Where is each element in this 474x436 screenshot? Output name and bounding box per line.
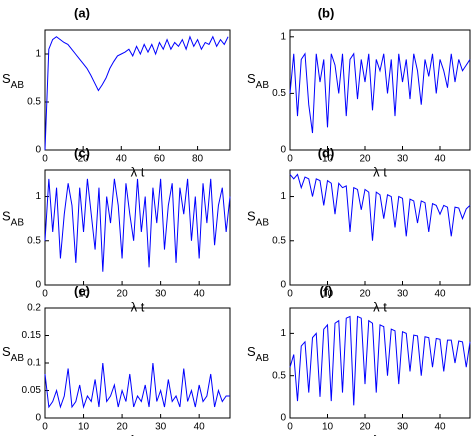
x-tick-label: 0 bbox=[287, 289, 293, 300]
x-axis-label: λ t bbox=[373, 164, 387, 179]
x-tick-label: 10 bbox=[78, 289, 90, 300]
panel: 0 10 20 30 40 0 0.5 1 (f) λ t SAB bbox=[247, 283, 471, 436]
x-tick-label: 0 bbox=[42, 422, 48, 433]
y-tick-label: 0 bbox=[35, 145, 41, 156]
y-axis-label: SAB bbox=[2, 71, 24, 90]
y-tick-label: 0.15 bbox=[22, 330, 42, 341]
y-axis-label: SAB bbox=[247, 209, 269, 228]
x-tick-label: 20 bbox=[78, 154, 90, 165]
x-tick-label: 30 bbox=[397, 422, 409, 433]
y-axis-label-sub: AB bbox=[11, 353, 25, 364]
y-tick-label: 0.05 bbox=[22, 385, 42, 396]
x-tick-label: 20 bbox=[359, 422, 371, 433]
y-axis-label-sub: AB bbox=[11, 80, 25, 91]
axes-frame bbox=[44, 307, 231, 419]
y-tick-label: 0.5 bbox=[27, 97, 41, 108]
y-tick-label: 1 bbox=[280, 31, 286, 42]
y-axis-label-sub: AB bbox=[256, 353, 270, 364]
x-tick-label: 40 bbox=[116, 154, 128, 165]
x-tick-label: 10 bbox=[322, 422, 334, 433]
x-tick-label: 30 bbox=[155, 289, 167, 300]
y-axis-label-main: S bbox=[2, 71, 11, 86]
axes-frame bbox=[289, 307, 471, 419]
x-tick-label: 10 bbox=[78, 422, 90, 433]
panel-title: (d) bbox=[318, 145, 335, 160]
x-tick-label: 10 bbox=[322, 154, 334, 165]
axes-frame bbox=[44, 169, 231, 286]
x-axis-label: λ t bbox=[373, 432, 387, 436]
y-tick-label: 0 bbox=[35, 413, 41, 424]
y-tick-label: 0.5 bbox=[272, 370, 286, 381]
x-tick-label: 40 bbox=[194, 422, 206, 433]
x-axis-label: λ t bbox=[131, 432, 145, 436]
x-tick-label: 30 bbox=[155, 422, 167, 433]
y-axis-label: SAB bbox=[247, 71, 269, 90]
x-tick-label: 80 bbox=[192, 154, 204, 165]
panel-title: (a) bbox=[74, 5, 90, 20]
panel-title: (f) bbox=[320, 283, 333, 298]
series-line bbox=[289, 52, 471, 134]
x-tick-label: 10 bbox=[322, 289, 334, 300]
y-tick-label: 1 bbox=[35, 191, 41, 202]
y-tick-label: 0 bbox=[280, 413, 286, 424]
x-tick-label: 0 bbox=[287, 154, 293, 165]
y-tick-label: 1 bbox=[280, 328, 286, 339]
y-tick-label: 0 bbox=[280, 280, 286, 291]
x-tick-label: 20 bbox=[117, 289, 129, 300]
y-axis-label-sub: AB bbox=[256, 80, 270, 91]
y-tick-label: 0.1 bbox=[27, 358, 41, 369]
x-tick-label: 30 bbox=[397, 289, 409, 300]
x-tick-label: 40 bbox=[194, 289, 206, 300]
panel: 0 10 20 30 40 0 0.5 1 (b) λ t SAB bbox=[247, 5, 471, 179]
y-axis-label-main: S bbox=[247, 71, 256, 86]
x-tick-label: 40 bbox=[434, 422, 446, 433]
y-axis-label-main: S bbox=[247, 209, 256, 224]
y-axis-label: SAB bbox=[247, 344, 269, 363]
x-tick-label: 20 bbox=[359, 289, 371, 300]
panel-title: (b) bbox=[318, 5, 335, 20]
series-line bbox=[289, 173, 471, 241]
x-axis-label: λ t bbox=[131, 299, 145, 314]
y-axis-label: SAB bbox=[2, 344, 24, 363]
panel-title: (c) bbox=[74, 145, 90, 160]
x-tick-label: 0 bbox=[287, 422, 293, 433]
x-tick-label: 40 bbox=[434, 154, 446, 165]
panel: 0 10 20 30 40 0 0.5 1 (c) λ t SAB bbox=[2, 145, 231, 314]
x-tick-label: 20 bbox=[117, 422, 129, 433]
y-axis-label: SAB bbox=[2, 209, 24, 228]
y-axis-label-main: S bbox=[247, 344, 256, 359]
panel: 0 10 20 30 40 0 0.05 0.1 0.15 0.2 (e) λ t SAB bbox=[2, 283, 231, 436]
series-line bbox=[289, 315, 471, 406]
x-tick-label: 0 bbox=[42, 289, 48, 300]
x-tick-label: 60 bbox=[154, 154, 166, 165]
y-axis-label-main: S bbox=[2, 209, 11, 224]
x-tick-label: 30 bbox=[397, 154, 409, 165]
x-tick-label: 40 bbox=[434, 289, 446, 300]
axes-frame bbox=[44, 29, 231, 151]
y-tick-label: 1 bbox=[35, 49, 41, 60]
y-tick-label: 1 bbox=[280, 191, 286, 202]
x-axis-label: λ t bbox=[131, 164, 145, 179]
y-tick-label: 0.5 bbox=[272, 88, 286, 99]
y-tick-label: 0.2 bbox=[27, 303, 41, 314]
y-tick-label: 0 bbox=[35, 280, 41, 291]
x-axis-label: λ t bbox=[373, 299, 387, 314]
x-tick-label: 20 bbox=[359, 154, 371, 165]
panel: 0 10 20 30 40 0 0.5 1 (d) λ t SAB bbox=[247, 145, 471, 314]
y-tick-label: 0.5 bbox=[272, 235, 286, 246]
y-axis-label-sub: AB bbox=[11, 217, 25, 228]
axes-frame bbox=[289, 169, 471, 286]
x-tick-label: 0 bbox=[42, 154, 48, 165]
series-line bbox=[44, 178, 231, 272]
panel: 0 20 40 60 80 0 0.5 1 (a) λ t SAB bbox=[2, 5, 231, 179]
series-line bbox=[44, 35, 229, 151]
y-tick-label: 0.5 bbox=[27, 235, 41, 246]
y-axis-label-main: S bbox=[2, 344, 11, 359]
panel-title: (e) bbox=[74, 283, 90, 298]
series-line bbox=[44, 362, 230, 409]
y-tick-label: 0 bbox=[280, 145, 286, 156]
axes-frame bbox=[289, 29, 471, 151]
y-axis-label-sub: AB bbox=[256, 217, 270, 228]
